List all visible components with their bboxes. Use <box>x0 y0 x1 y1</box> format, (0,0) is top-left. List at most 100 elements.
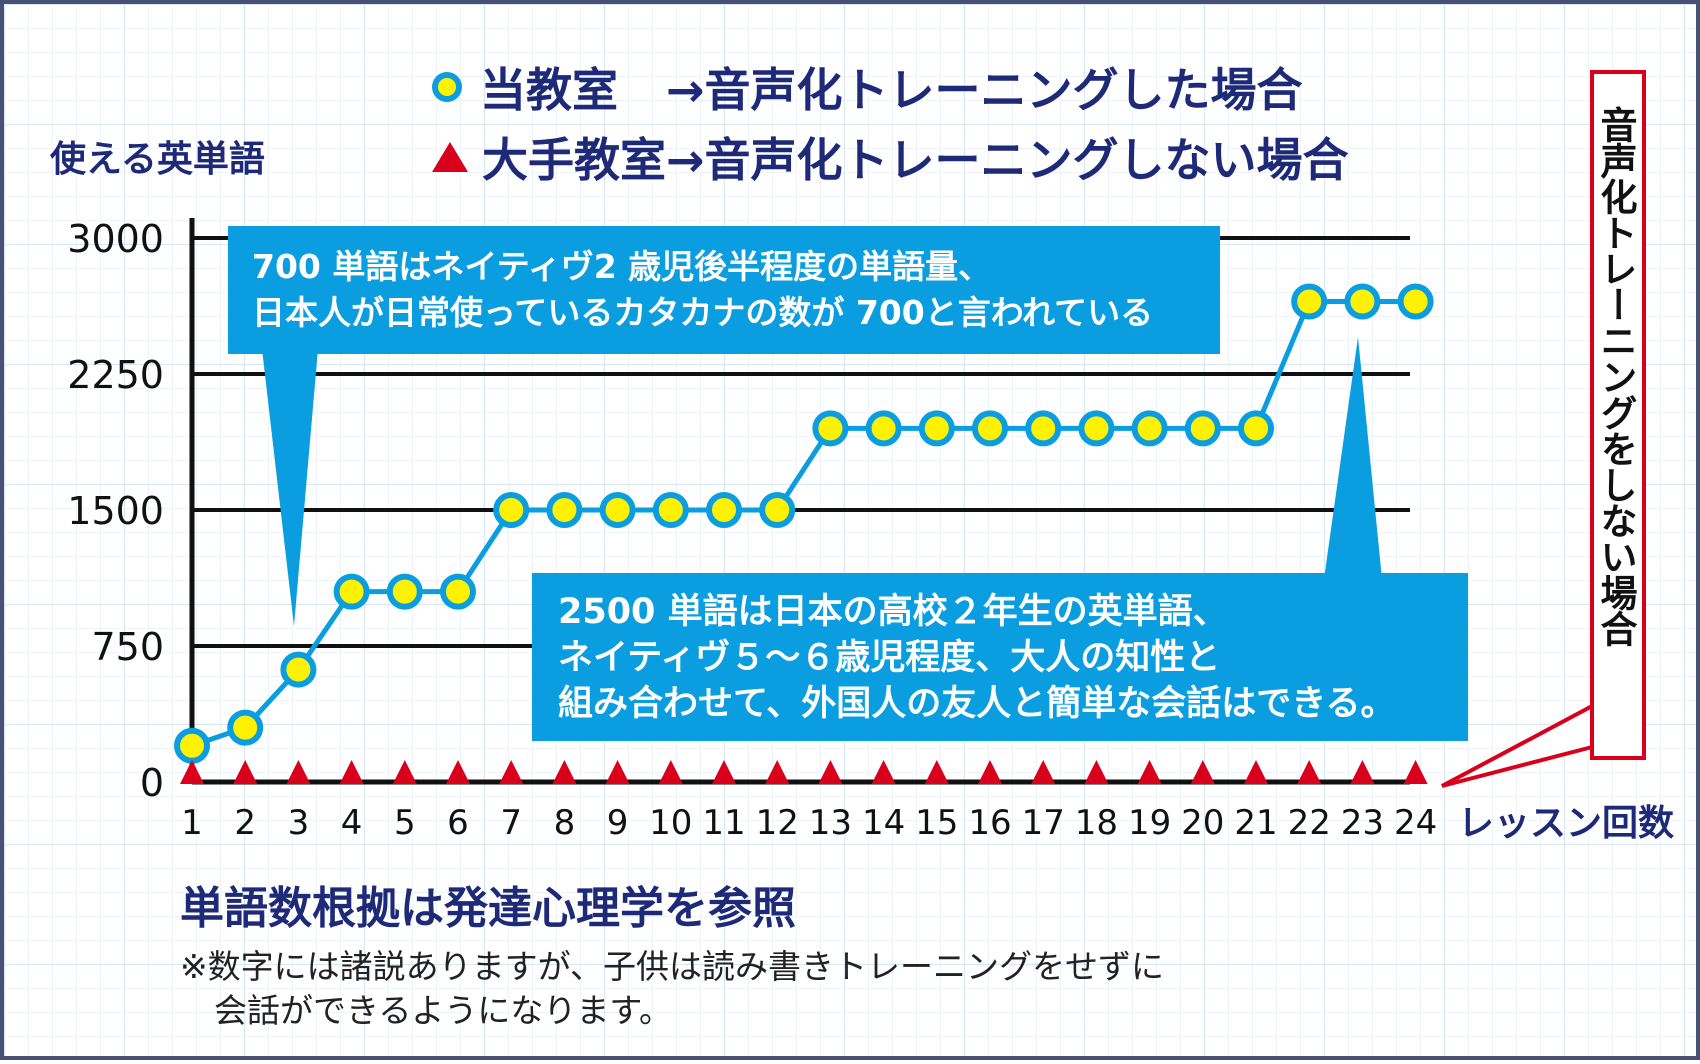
callout-2-pointer <box>1324 337 1382 579</box>
x-tick-labels: 1 2 3 4 5 6 7 8 9 10 11 12 13 14 15 16 17 18 19 20 21 22 23 24 <box>181 803 1437 843</box>
x-tick-label: 4 <box>341 803 363 843</box>
series2-point <box>1350 760 1375 784</box>
series1-point <box>1291 283 1328 320</box>
series2-point <box>818 760 843 784</box>
series1-point <box>812 410 849 447</box>
series1-point <box>1184 410 1221 447</box>
series2-point <box>1190 760 1215 784</box>
callout-2-line-3: 組み合わせて、外国人の友人と簡単な会話はできる。 <box>558 684 1396 724</box>
note-line-1: ※数字には諸説ありますが、子供は読み書きトレーニングをせずに <box>180 947 1164 986</box>
note-line-2: 会話ができるようになります。 <box>214 991 673 1030</box>
series1-point <box>865 410 902 447</box>
x-axis-label: レッスン回数 <box>1458 803 1675 844</box>
x-tick-label: 17 <box>1022 803 1065 843</box>
series2-point <box>1084 760 1109 784</box>
x-tick-label: 13 <box>809 803 852 843</box>
series1-point <box>280 651 317 688</box>
callout-1-pointer <box>262 349 318 626</box>
x-tick-label: 6 <box>447 803 469 843</box>
y-tick-label: 2250 <box>67 353 164 397</box>
note-title: 単語数根拠は発達心理学を参照 <box>180 883 796 934</box>
x-tick-label: 3 <box>288 803 310 843</box>
x-tick-label: 20 <box>1181 803 1224 843</box>
x-tick-label: 15 <box>915 803 958 843</box>
x-tick-label: 23 <box>1341 803 1384 843</box>
x-tick-label: 1 <box>181 803 203 843</box>
series2-point <box>1244 760 1268 784</box>
legend-series2-name: 大手教室 <box>482 133 666 187</box>
series1-point <box>599 492 636 528</box>
series2-point <box>712 760 736 784</box>
series1-point <box>1238 410 1274 447</box>
series2-point <box>552 760 577 784</box>
y-tick-label: 3000 <box>67 217 164 261</box>
series1-point <box>227 709 264 746</box>
series1-point <box>440 573 476 610</box>
callout-1-line-1: 700 単語はネイティヴ2 歳児後半程度の単語量、 <box>252 247 992 286</box>
series1-point <box>386 573 423 610</box>
legend-item-series1: 当教室 →音声化トレーニングした場合 <box>432 54 1303 120</box>
callout-2-line-1: 2500 単語は日本の高校２年生の英単語、 <box>558 592 1228 632</box>
series1-point <box>546 492 583 528</box>
x-tick-label: 24 <box>1394 803 1437 843</box>
x-tick-label: 22 <box>1288 803 1331 843</box>
callout-1-line-2: 日本人が日常使っているカタカナの数が 700と言われている <box>252 293 1154 332</box>
legend-series1-desc: →音声化トレーニングした場合 <box>666 63 1303 117</box>
x-tick-label: 10 <box>649 803 692 843</box>
series-ootekyoushitsu <box>180 760 1428 784</box>
legend-series1-name: 当教室 <box>480 63 618 117</box>
triangle-marker-icon <box>432 142 468 172</box>
series2-point <box>392 760 417 784</box>
series1-point <box>918 410 955 447</box>
x-tick-label: 12 <box>756 803 799 843</box>
series2-point <box>180 760 204 784</box>
x-tick-label: 2 <box>234 803 256 843</box>
series1-point <box>493 492 530 528</box>
series1-point <box>1397 283 1434 320</box>
y-tick-label: 750 <box>91 625 164 669</box>
series1-point <box>174 727 210 764</box>
series2-point <box>765 760 790 784</box>
x-tick-label: 11 <box>702 803 745 843</box>
series2-point <box>978 760 1002 784</box>
series1-point <box>1344 283 1381 320</box>
series-toukyoushitsu <box>174 283 1434 764</box>
callout-2-line-2: ネイティヴ５〜６歳児程度、大人の知性と <box>558 638 1221 678</box>
series1-point <box>1131 410 1168 447</box>
series2-point <box>339 760 364 784</box>
circle-marker-icon <box>432 72 462 102</box>
series1-point <box>1025 410 1062 447</box>
series2-point <box>1297 760 1322 784</box>
series2-point <box>1403 760 1428 784</box>
series2-point <box>1031 760 1056 784</box>
x-tick-label: 14 <box>862 803 905 843</box>
x-tick-label: 19 <box>1128 803 1171 843</box>
series1-point <box>1078 410 1115 447</box>
side-label-text: 音声化トレーニングをしない場合 <box>1594 106 1637 646</box>
series2-point <box>446 760 470 784</box>
series2-point <box>499 760 524 784</box>
callout-pointers <box>262 337 1598 788</box>
x-tick-label: 8 <box>554 803 576 843</box>
series2-point <box>233 760 258 784</box>
side-label-box <box>1590 70 1646 760</box>
series2-point <box>605 760 630 784</box>
x-tick-label: 18 <box>1075 803 1118 843</box>
y-tick-label: 1500 <box>67 489 164 533</box>
series1-point <box>652 492 689 528</box>
legend-series2-desc: →音声化トレーニングしない場合 <box>666 133 1349 187</box>
x-tick-label: 7 <box>500 803 522 843</box>
x-tick-label: 16 <box>968 803 1011 843</box>
series1-point <box>333 573 370 610</box>
series2-point <box>658 760 683 784</box>
series2-point <box>924 760 949 784</box>
series2-point <box>286 760 311 784</box>
callout-2500-words: 2500 単語は日本の高校２年生の英単語、 ネイティヴ５〜６歳児程度、大人の知性… <box>532 573 1468 741</box>
y-axis-label: 使える英単語 <box>50 139 265 180</box>
series1-point <box>759 492 796 528</box>
series2-point <box>1137 760 1162 784</box>
series2-point <box>871 760 896 784</box>
x-tick-label: 9 <box>607 803 629 843</box>
